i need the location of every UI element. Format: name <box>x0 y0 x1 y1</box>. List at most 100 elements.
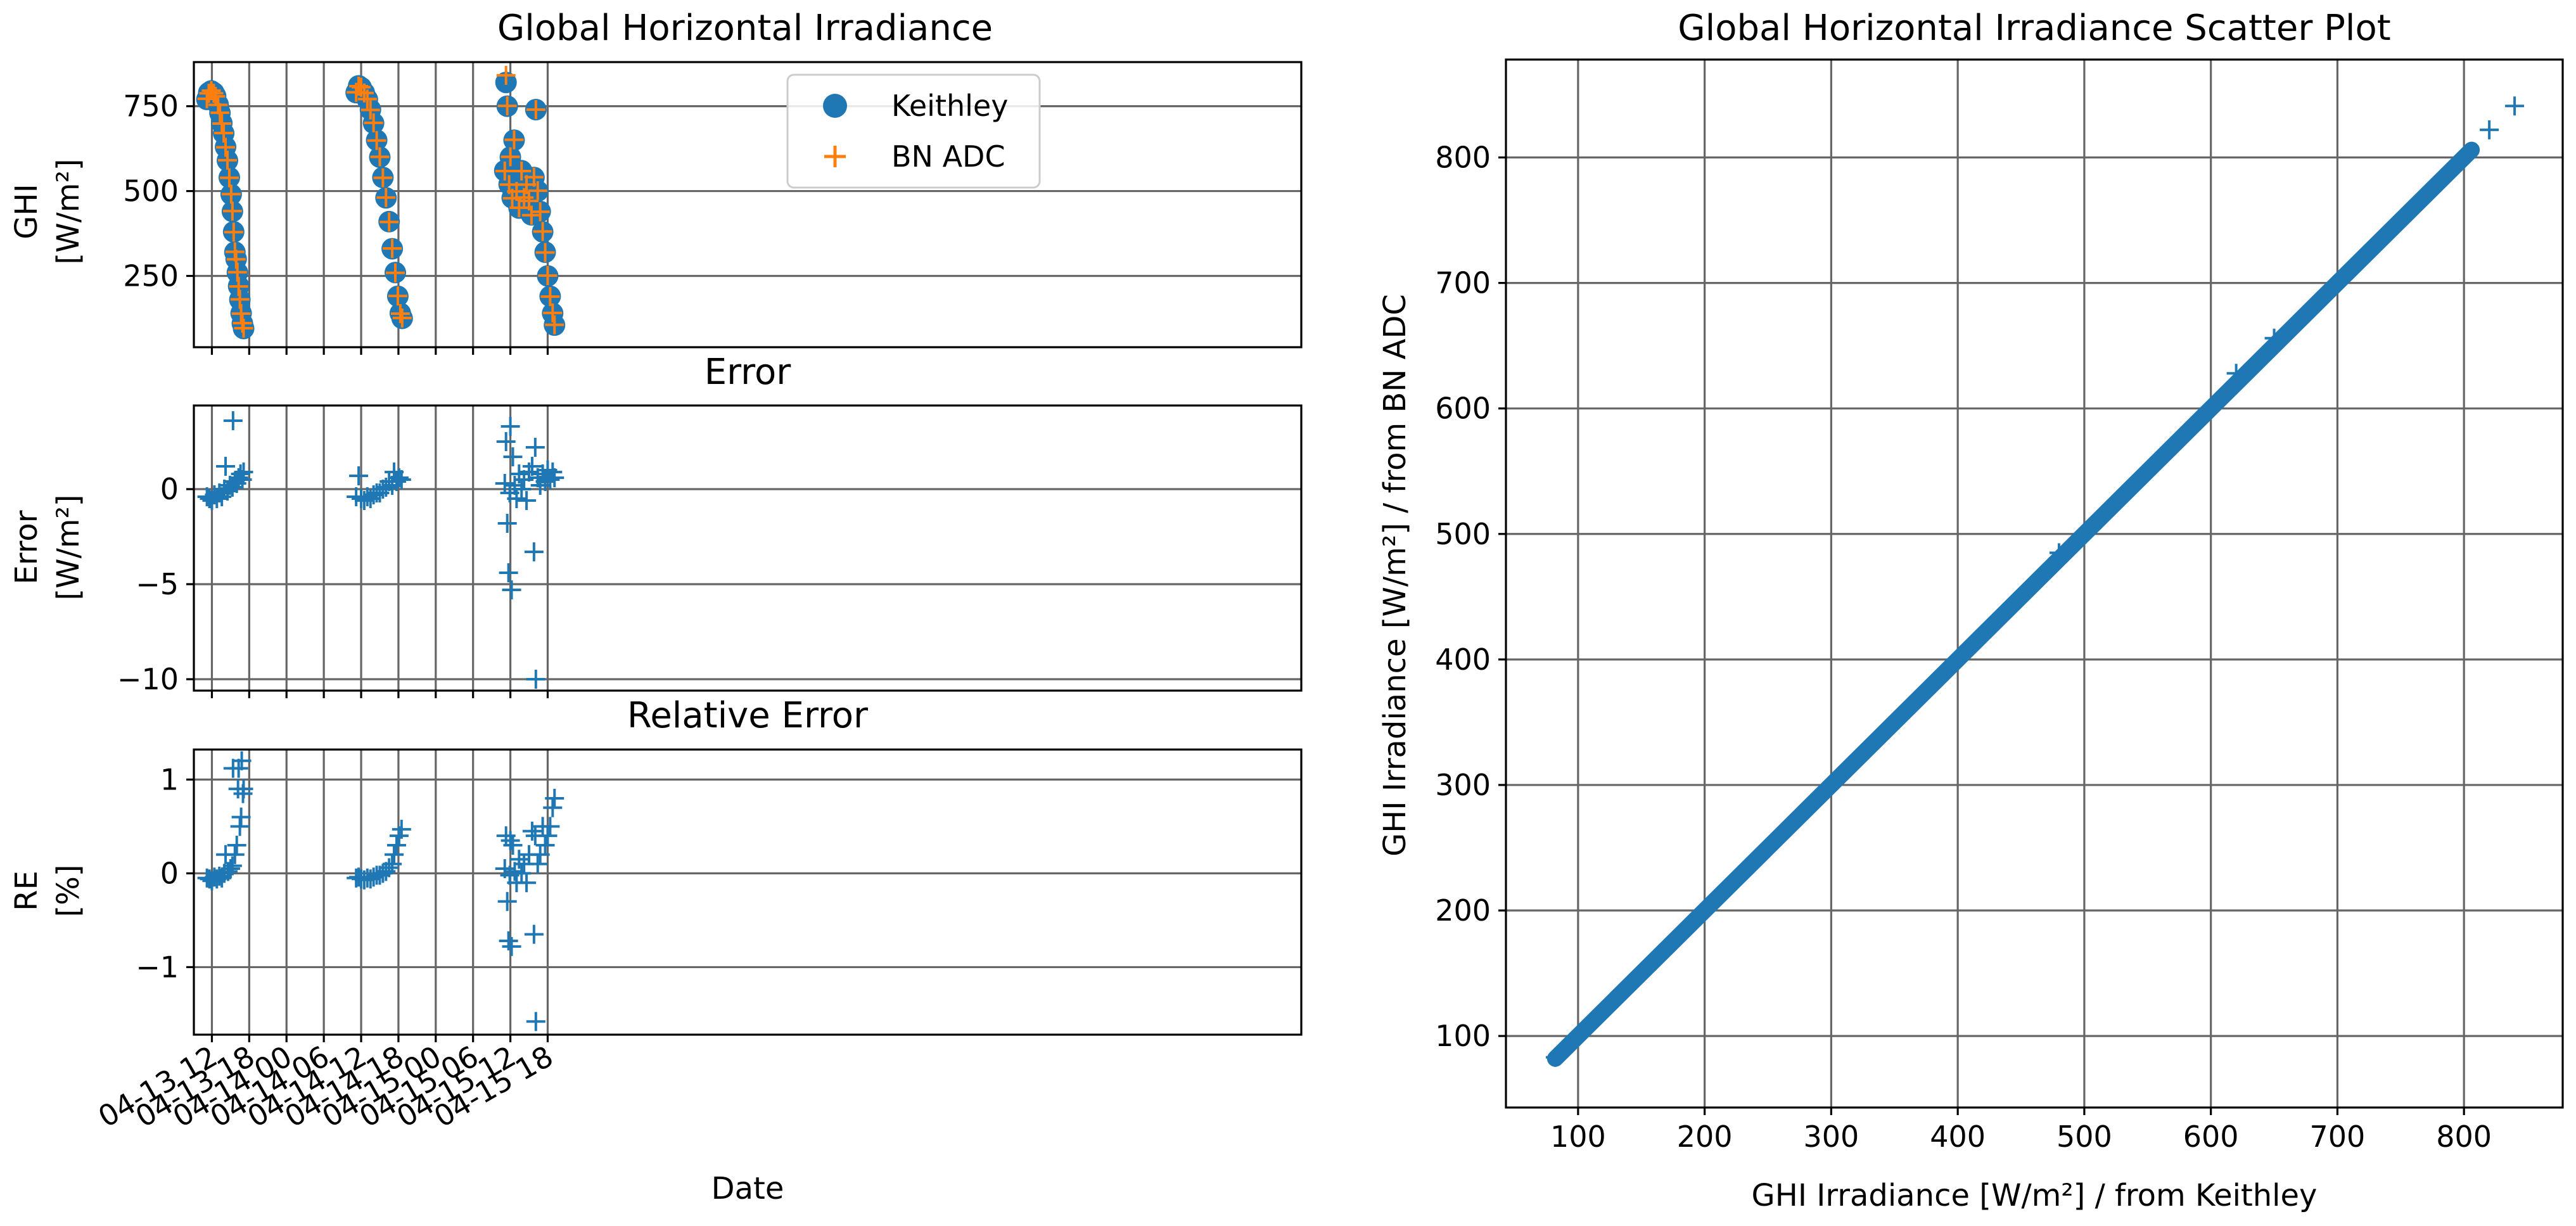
error-point <box>530 476 550 495</box>
legend-bn-adc-label: BN ADC <box>891 139 1005 174</box>
re-point <box>497 891 517 911</box>
scatter-point <box>2049 543 2069 563</box>
error-point <box>349 466 369 485</box>
re-point <box>517 873 537 893</box>
re-point <box>543 798 563 817</box>
re-point <box>234 779 253 799</box>
error-point <box>545 468 564 487</box>
re-point <box>210 866 229 886</box>
scatter-point <box>2264 328 2284 348</box>
error-point <box>525 438 545 457</box>
re-point <box>524 924 544 944</box>
ghi-point-bn-adc <box>390 303 410 323</box>
ghi-point-bn-adc <box>533 222 552 241</box>
ghi-point-bn-adc <box>504 130 524 150</box>
scatter-plot-frame <box>1505 58 2564 1109</box>
re-series <box>197 751 564 1031</box>
scatter-point <box>1555 1038 1575 1058</box>
ghi-point-bn-adc <box>208 95 228 115</box>
ghi-point-bn-adc <box>509 198 529 217</box>
re-y-tick-label: 1 <box>160 762 179 796</box>
scatter-y-tick-label: 700 <box>1435 266 1491 300</box>
ghi-point-bn-adc <box>512 161 532 181</box>
scatter-y-tick-label: 600 <box>1435 392 1491 426</box>
re-chart-title: Relative Error <box>627 695 869 736</box>
ghi-point-bn-adc <box>370 147 390 167</box>
error-chart-title: Error <box>705 352 791 393</box>
error-point <box>386 472 406 491</box>
scatter-x-tick-label: 700 <box>2310 1120 2366 1154</box>
ghi-y-ticks: 250 500 750 <box>123 89 194 293</box>
re-point <box>383 854 402 874</box>
re-point <box>545 788 564 808</box>
re-point <box>501 831 520 850</box>
scatter-y-tick-label: 500 <box>1435 517 1491 551</box>
ghi-point-bn-adc <box>210 103 230 122</box>
re-y-axis-label-main: RE <box>9 871 44 911</box>
ghi-point-bn-adc <box>206 87 226 106</box>
re-point <box>526 1012 545 1031</box>
ghi-point-bn-adc <box>524 167 544 187</box>
error-point <box>389 468 409 487</box>
legend-keithley-label: Keithley <box>891 89 1008 123</box>
error-point <box>526 670 545 689</box>
re-point <box>502 936 521 956</box>
error-point <box>512 480 532 499</box>
ghi-y-axis-label: GHI [W/m²] <box>9 158 86 264</box>
error-y-tick-label: −5 <box>136 567 179 601</box>
re-point <box>379 858 399 878</box>
error-point <box>501 417 520 436</box>
scatter-grid <box>1506 60 2563 1108</box>
re-y-tick-label: −1 <box>136 950 179 984</box>
ghi-point-bn-adc <box>373 168 393 188</box>
scatter-x-tick-label: 400 <box>1930 1120 1986 1154</box>
error-y-axis-label: Error [W/m²] <box>9 494 86 600</box>
error-point <box>234 463 253 482</box>
error-x-ticks <box>210 691 549 698</box>
ghi-point-bn-adc <box>212 113 232 133</box>
ghi-point-bn-adc <box>526 100 545 119</box>
error-point <box>507 489 526 508</box>
ghi-point-bn-adc <box>528 181 547 201</box>
re-plot-frame <box>193 748 1303 1036</box>
ghi-point-bn-adc <box>217 150 237 170</box>
scatter-y-tick-label: 800 <box>1435 141 1491 175</box>
ghi-point-bn-adc <box>520 191 539 211</box>
ghi-point-bn-adc <box>379 212 399 232</box>
scatter-y-ticks: 100 200 300 400 500 600 700 800 <box>1435 141 1506 1053</box>
scatter-x-tick-label: 100 <box>1550 1120 1606 1154</box>
ghi-point-bn-adc <box>357 89 377 109</box>
scatter-x-tick-label: 200 <box>1677 1120 1733 1154</box>
scatter-y-tick-label: 100 <box>1435 1019 1491 1053</box>
re-point <box>538 826 558 846</box>
re-point <box>512 864 532 883</box>
error-y-axis-label-unit: [W/m²] <box>51 494 86 600</box>
ghi-point-bn-adc <box>392 308 412 328</box>
scatter-y-tick-label: 400 <box>1435 642 1491 677</box>
ghi-point-bn-adc <box>497 96 517 116</box>
ghi-time-series-panel: Global Horizontal Irradiance GHI [W/m²] … <box>9 8 1303 355</box>
ghi-y-tick-label: 750 <box>123 89 179 124</box>
scatter-point <box>2226 364 2246 383</box>
ghi-point-bn-adc <box>521 205 541 225</box>
ghi-point-bn-adc <box>530 202 550 222</box>
re-point <box>222 856 242 876</box>
ghi-y-tick-label: 250 <box>123 259 179 293</box>
error-point <box>392 470 411 489</box>
error-y-tick-label: −10 <box>117 662 179 696</box>
error-point <box>496 432 516 451</box>
scatter-x-ticks: 100 200 300 400 500 600 700 800 <box>1550 1108 2492 1154</box>
error-point <box>517 491 537 510</box>
error-y-ticks: 0 −5 −10 <box>117 472 194 696</box>
ghi-point-bn-adc <box>234 319 253 338</box>
re-point <box>220 859 240 878</box>
ghi-point-bn-adc <box>495 161 514 181</box>
error-point <box>216 457 236 476</box>
ghi-y-axis-label-unit: [W/m²] <box>51 158 86 264</box>
ghi-point-bn-adc <box>514 188 534 207</box>
ghi-plot-frame <box>193 61 1303 348</box>
scatter-panel: Global Horizontal Irradiance Scatter Plo… <box>1377 8 2564 1213</box>
ghi-point-bn-adc <box>543 303 563 322</box>
ghi-point-bn-adc <box>535 243 555 262</box>
